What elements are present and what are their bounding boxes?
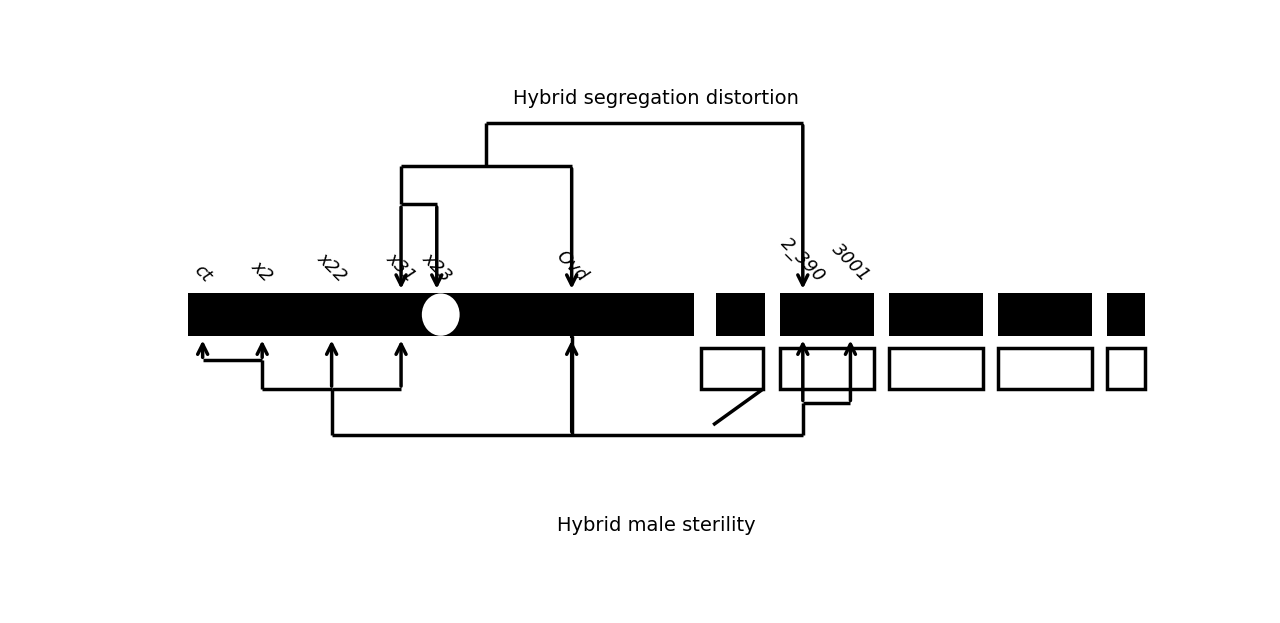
Bar — [188, 293, 694, 336]
Bar — [998, 293, 1093, 336]
Bar — [716, 293, 765, 336]
Text: x2: x2 — [248, 257, 276, 286]
Text: x23: x23 — [419, 249, 454, 286]
Text: x31: x31 — [383, 249, 420, 286]
Text: Hybrid segregation distortion: Hybrid segregation distortion — [513, 89, 799, 108]
Bar — [1107, 293, 1146, 336]
Bar — [998, 348, 1093, 389]
Text: x22: x22 — [314, 249, 349, 286]
Ellipse shape — [422, 295, 458, 335]
Text: Hybrid male sterility: Hybrid male sterility — [557, 516, 755, 535]
Text: 2_390: 2_390 — [777, 234, 828, 286]
Bar — [780, 293, 874, 336]
Bar — [890, 348, 983, 389]
Bar — [700, 348, 763, 389]
Bar — [780, 348, 874, 389]
Text: Ovd: Ovd — [553, 247, 591, 286]
Bar — [1107, 348, 1146, 389]
Text: ct: ct — [191, 261, 215, 286]
Text: 3001: 3001 — [828, 240, 873, 286]
Bar — [890, 293, 983, 336]
